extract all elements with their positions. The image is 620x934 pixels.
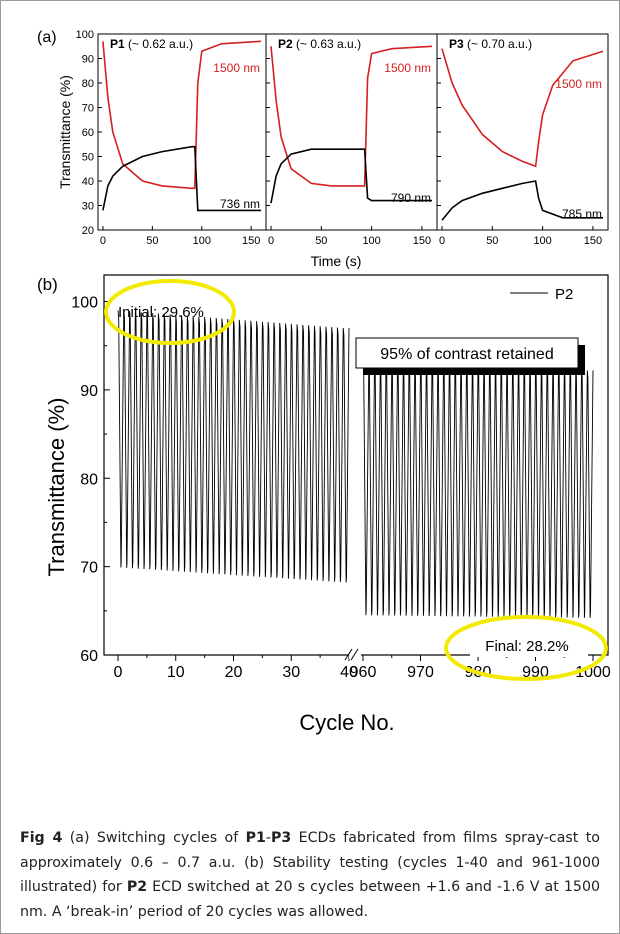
x-tick-label: 0 [100,235,106,247]
x-tick-label: 0 [439,235,445,247]
x-tick-label: 40 [340,664,358,681]
series-label-red: 1500 nm [555,77,602,91]
x-tick-label: 150 [584,235,602,247]
panel-b-ylabel: Transmittance (%) [44,398,69,577]
series-line-visible [102,145,262,212]
x-tick-label: 50 [486,235,498,247]
subplot-title: P1 (~ 0.62 a.u.) [110,37,193,51]
caption-text-3: ECDs fabricated from films spray-cast to… [20,830,600,895]
x-tick-label: 10 [167,664,185,681]
subplot-title: P2 (~ 0.63 a.u.) [278,37,361,51]
cycle-trace-late [362,363,594,618]
panel-a-label: (a) [37,29,57,46]
x-tick-label: 0 [268,235,274,247]
y-tick-label: 100 [71,295,98,312]
caption-text-2: - [265,830,272,846]
caption-p1: P1 [245,830,266,846]
y-tick-label: 70 [80,560,98,577]
subplot-title-name: P1 [110,37,125,51]
subplot-title-rest: (~ 0.70 a.u.) [464,37,532,51]
final-label-bg [470,633,588,657]
series-line-1500nm [270,45,433,187]
caption-text-1: (a) Switching cycles of [62,830,246,846]
y-tick-label: 80 [80,471,98,488]
legend-label: P2 [555,286,573,303]
caption-p3: P3 [271,830,292,846]
cycle-trace-early [117,310,350,583]
caption-p2: P2 [126,879,148,895]
y-tick-label: 40 [82,176,94,188]
series-label-red: 1500 nm [384,61,431,75]
x-tick-label: 30 [282,664,300,681]
y-tick-label: 80 [82,78,94,90]
x-tick-label: 970 [407,664,434,681]
series-line-1500nm [102,40,262,190]
x-tick-label: 50 [315,235,327,247]
series-line-1500nm [441,48,604,168]
series-line-visible [441,180,603,221]
x-tick-label: 100 [362,235,380,247]
axis-break-mark [350,648,359,661]
x-tick-label: 150 [242,235,260,247]
series-label-black: 790 nm [391,191,431,205]
caption-fig-label: Fig 4 [20,830,63,846]
panel-b-chart: (b) Transmittance (%) Cycle No. 60 70 80 90… [37,274,611,735]
axis-break-gap [349,651,361,659]
series-label-black: 785 nm [562,207,602,221]
figure-caption: Fig 4 (a) Switching cycles of P1-P3 ECDs… [20,826,600,924]
retained-text: 95% of contrast retained [380,346,553,363]
axis-break-mark [344,648,353,661]
initial-highlight-ellipse [104,279,236,345]
x-tick-label: 100 [533,235,551,247]
panel-b-label: (b) [37,275,58,294]
series-line-visible [270,148,432,204]
x-tick-label: 50 [146,235,158,247]
retained-box [355,337,579,369]
initial-annotation: Initial: 29.6% [118,304,204,321]
x-tick-label: 20 [225,664,243,681]
y-tick-label: 100 [76,29,94,41]
y-tick-label: 90 [82,54,94,66]
x-tick-label: 150 [413,235,431,247]
y-tick-label: 60 [82,127,94,139]
caption-text-4: ECD switched at 20 s cycles between +1.6… [20,879,600,920]
y-tick-label: 20 [82,225,94,237]
y-tick-label: 50 [82,152,94,164]
y-tick-label: 70 [82,103,94,115]
series-label-red: 1500 nm [213,61,260,75]
y-tick-label: 60 [80,648,98,665]
final-annotation: Final: 28.2% [485,638,568,655]
y-tick-label: 30 [82,201,94,213]
y-tick-label: 90 [80,383,98,400]
series-label-black: 736 nm [220,197,260,211]
x-tick-label: 960 [350,664,377,681]
panel-a-chart: (a) Transmittance (%) Time (s) 20 30 40 50 6… [37,29,609,269]
subplot-title-rest: (~ 0.62 a.u.) [125,37,193,51]
subplot-title-name: P3 [449,37,464,51]
subplot-title-rest: (~ 0.63 a.u.) [293,37,361,51]
final-highlight-ellipse [444,615,608,681]
x-tick-label: 100 [193,235,211,247]
panel-b-xlabel: Cycle No. [299,710,394,735]
panel-a-xlabel: Time (s) [311,253,362,269]
panel-a-ylabel: Transmittance (%) [57,75,73,189]
x-tick-label: 0 [114,664,123,681]
subplot-title-name: P2 [278,37,293,51]
subplot-title: P3 (~ 0.70 a.u.) [449,37,532,51]
